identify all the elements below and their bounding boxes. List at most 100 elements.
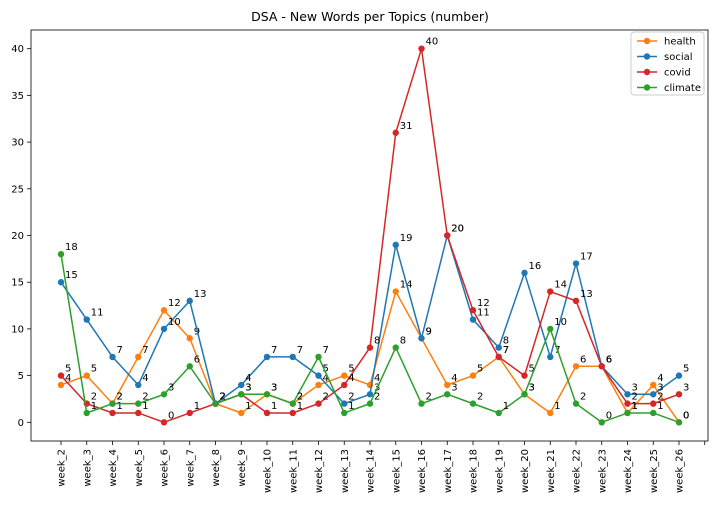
- data-label-health: 7: [503, 345, 509, 356]
- data-point-covid: [521, 372, 528, 379]
- legend-label-covid: covid: [664, 68, 691, 79]
- data-label-covid: 5: [65, 364, 71, 375]
- data-label-social: 20: [451, 224, 464, 235]
- data-point-climate: [315, 353, 322, 361]
- x-tick-label: week_16: [417, 449, 428, 493]
- data-point-climate: [675, 419, 683, 426]
- data-label-health: 4: [451, 373, 457, 384]
- data-label-social: 17: [580, 252, 593, 263]
- data-point-covid: [109, 409, 116, 417]
- data-point-health: [83, 372, 90, 379]
- data-point-climate: [598, 419, 605, 426]
- data-label-social: 5: [683, 364, 689, 375]
- data-point-covid: [675, 391, 683, 398]
- data-point-covid: [572, 297, 580, 305]
- data-label-health: 5: [91, 364, 97, 375]
- data-label-health: 6: [580, 354, 586, 365]
- legend-label-climate: climate: [664, 83, 701, 94]
- y-tick-label: 5: [18, 371, 24, 382]
- data-point-social: [238, 381, 245, 389]
- data-point-covid: [624, 400, 631, 407]
- data-point-covid: [186, 409, 193, 417]
- x-tick-label: week_11: [288, 449, 299, 493]
- data-point-covid: [418, 45, 425, 52]
- legend-marker-covid: [643, 68, 651, 76]
- data-point-covid: [495, 353, 502, 361]
- data-point-social: [521, 269, 528, 277]
- data-point-covid: [366, 344, 374, 351]
- data-label-social: 10: [168, 317, 181, 328]
- y-tick-label: 35: [11, 91, 24, 102]
- data-label-social: 9: [426, 326, 432, 337]
- data-label-social: 3: [657, 382, 663, 393]
- data-label-health: 4: [323, 373, 329, 384]
- data-point-health: [469, 372, 477, 379]
- data-point-social: [650, 391, 657, 398]
- data-label-climate: 2: [297, 392, 303, 403]
- x-tick-label: week_6: [160, 449, 171, 487]
- data-label-climate: 2: [142, 392, 148, 403]
- data-label-covid: 2: [657, 392, 663, 403]
- data-point-climate: [263, 391, 271, 398]
- data-label-health: 1: [245, 401, 251, 412]
- data-point-health: [392, 288, 399, 295]
- data-label-health: 3: [529, 382, 535, 393]
- data-label-health: 3: [271, 382, 277, 393]
- y-tick-label: 20: [11, 231, 24, 242]
- x-tick-label: week_12: [314, 449, 325, 493]
- data-label-covid: 40: [426, 37, 439, 48]
- data-label-social: 2: [348, 392, 354, 403]
- data-point-health: [160, 307, 168, 314]
- y-tick-label: 25: [11, 184, 24, 195]
- data-label-covid: 6: [606, 354, 612, 365]
- data-label-covid: 1: [117, 401, 123, 412]
- data-point-climate: [418, 400, 425, 407]
- data-point-social: [186, 297, 193, 305]
- legend-marker-climate: [643, 84, 651, 91]
- data-label-climate: 3: [168, 382, 174, 393]
- data-point-climate: [238, 391, 245, 398]
- data-label-social: 6: [606, 354, 612, 365]
- data-label-social: 7: [117, 345, 123, 356]
- data-label-climate: 2: [117, 392, 123, 403]
- data-label-climate: 0: [683, 410, 689, 421]
- data-point-climate: [109, 400, 116, 407]
- data-point-covid: [392, 129, 399, 136]
- data-label-covid: 2: [220, 392, 226, 403]
- data-point-social: [392, 241, 399, 249]
- x-tick-label: week_13: [340, 449, 351, 493]
- data-label-health: 6: [606, 354, 612, 365]
- legend-marker-health: [643, 37, 651, 45]
- data-label-social: 4: [142, 373, 148, 384]
- data-point-social: [109, 353, 116, 361]
- data-point-social: [315, 372, 322, 379]
- x-tick-label: week_9: [237, 449, 248, 487]
- data-label-covid: 2: [632, 392, 638, 403]
- data-label-social: 19: [400, 233, 413, 244]
- data-label-covid: 1: [271, 401, 277, 412]
- data-label-covid: 7: [503, 345, 509, 356]
- data-label-social: 8: [503, 336, 509, 347]
- legend-label-health: health: [664, 37, 696, 48]
- data-label-health: 1: [554, 401, 560, 412]
- x-tick-label: week_18: [469, 449, 480, 493]
- data-label-health: 2: [297, 392, 303, 403]
- data-point-climate: [495, 409, 502, 417]
- data-label-climate: 10: [554, 317, 567, 328]
- data-point-climate: [160, 391, 168, 398]
- x-tick-label: week_19: [494, 449, 505, 493]
- x-tick-label: week_2: [57, 449, 68, 487]
- data-label-covid: 1: [297, 401, 303, 412]
- data-point-climate: [469, 400, 477, 407]
- data-label-social: 2: [220, 392, 226, 403]
- legend-marker-social: [643, 53, 651, 60]
- data-point-climate: [212, 400, 219, 407]
- data-label-covid: 1: [194, 401, 200, 412]
- data-point-health: [238, 409, 245, 417]
- data-point-climate: [444, 391, 451, 398]
- data-label-covid: 2: [323, 392, 329, 403]
- data-point-climate: [135, 400, 142, 407]
- data-point-social: [469, 316, 477, 323]
- data-label-climate: 2: [477, 392, 483, 403]
